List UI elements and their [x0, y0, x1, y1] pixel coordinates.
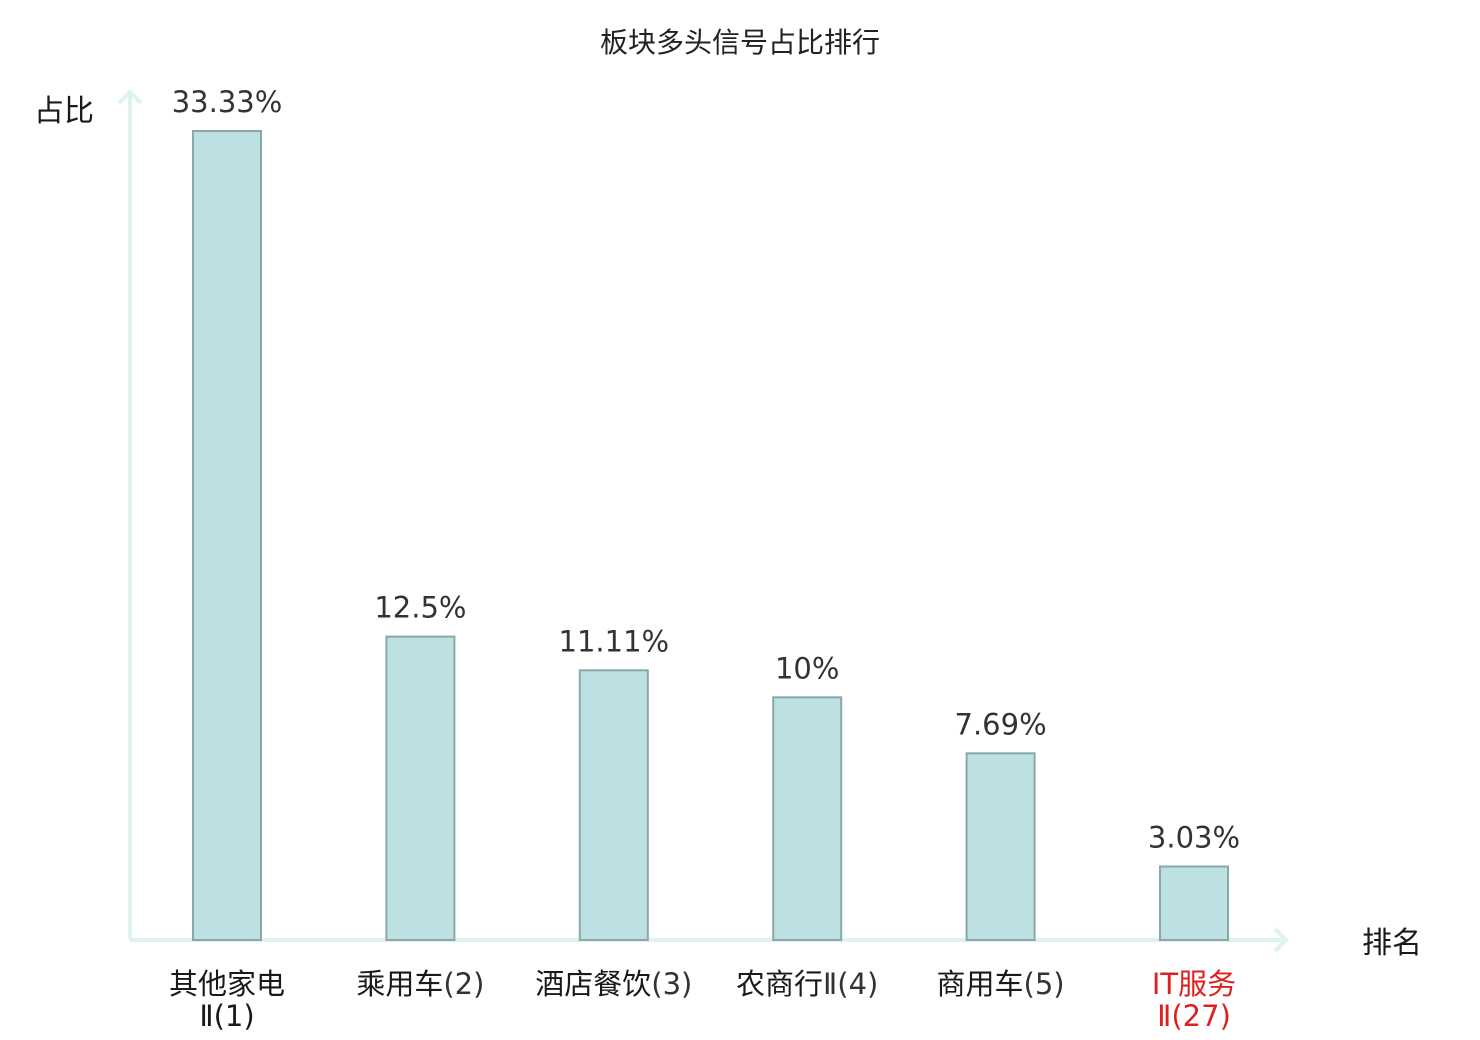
category-label: 酒店餐饮(3) — [535, 967, 692, 1001]
bar — [965, 752, 1036, 941]
category-name-text: 酒店餐饮 — [535, 967, 651, 1001]
category-rank: Ⅱ(27) — [1157, 999, 1231, 1033]
bars-group — [192, 130, 1229, 941]
y-axis-arrow-icon — [117, 89, 143, 105]
category-name-text: 商用车 — [937, 967, 1024, 1001]
category-name: 酒店餐饮(3) — [535, 967, 692, 1001]
bar — [192, 130, 262, 941]
category-name-text: 农商行 — [736, 967, 823, 1001]
y-axis-label: 占比 — [34, 94, 94, 129]
category-name: 其他家电 — [169, 967, 285, 1001]
data-label: 3.03% — [1148, 821, 1240, 855]
category-name-text: 乘用车 — [356, 967, 443, 1001]
data-label: 11.11% — [559, 624, 670, 658]
category-rank: (5) — [1024, 967, 1065, 1001]
category-name: 商用车(5) — [937, 967, 1065, 1001]
data-label: 7.69% — [955, 707, 1047, 741]
category-rank: Ⅱ(1) — [199, 999, 254, 1033]
x-axis-label: 排名 — [1362, 926, 1422, 961]
bar — [385, 635, 456, 941]
category-rank: Ⅱ(4) — [823, 967, 878, 1001]
category-label: 农商行Ⅱ(4) — [736, 967, 878, 1001]
data-label: 33.33% — [172, 85, 283, 119]
category-name: 乘用车(2) — [356, 967, 484, 1001]
bar — [772, 696, 843, 941]
category-rank: (3) — [651, 967, 692, 1001]
bar — [578, 669, 649, 941]
category-label: 商用车(5) — [937, 967, 1065, 1001]
category-rank: (2) — [443, 967, 484, 1001]
chart-title: 板块多头信号占比排行 — [600, 26, 880, 59]
category-name: IT服务 — [1152, 967, 1236, 1001]
category-name: 农商行Ⅱ(4) — [736, 967, 878, 1001]
bar — [1159, 865, 1229, 941]
x-axis-arrow-icon — [1273, 927, 1289, 953]
category-label: 乘用车(2) — [356, 967, 484, 1001]
data-label: 12.5% — [374, 591, 466, 625]
data-label: 10% — [775, 651, 839, 685]
axes — [117, 89, 1289, 953]
data-labels-group: 33.33% 12.5% 11.11% 10% 7.69% 3.03% — [172, 85, 1240, 855]
